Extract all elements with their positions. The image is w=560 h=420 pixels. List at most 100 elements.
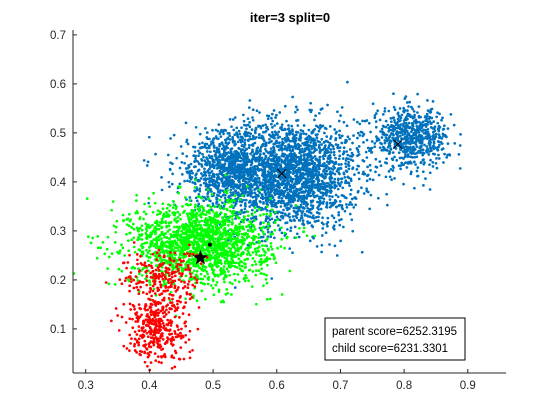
data-point [387,109,391,113]
data-point [322,157,326,161]
data-point [194,240,198,244]
data-point [211,239,215,242]
data-point [185,242,188,245]
data-point [175,220,179,224]
data-point [414,163,417,166]
data-point [275,218,279,222]
data-point [228,134,232,138]
data-point [318,151,322,155]
data-point [266,127,270,131]
data-point [310,131,314,135]
data-point [303,196,307,200]
data-point [405,150,408,154]
data-point [299,154,303,157]
data-point [220,220,223,224]
data-point [302,124,306,127]
data-point [253,130,257,134]
data-point [242,220,246,224]
data-point [255,193,258,197]
data-point [277,130,281,134]
data-point [292,206,296,210]
data-point [315,176,319,180]
data-point [379,130,382,133]
data-point [209,187,212,191]
data-point [288,129,292,133]
data-point [219,225,223,229]
data-point [365,156,369,159]
data-point [303,142,306,146]
data-point [165,207,169,210]
data-point [239,183,242,186]
data-point [153,221,157,225]
data-point [234,189,237,192]
data-point [227,157,230,161]
data-point [425,150,428,153]
data-point [387,130,391,133]
data-point [374,120,378,123]
data-point [347,181,351,185]
data-point [415,135,419,139]
data-point [269,147,273,150]
data-point [257,125,260,128]
data-point [153,201,157,205]
data-point [311,159,314,163]
data-point [270,277,274,280]
data-point [193,214,197,217]
data-point [174,217,178,220]
data-point [446,142,450,145]
data-point [251,155,255,159]
data-point [223,202,227,206]
data-point [284,185,288,189]
data-point [181,205,184,208]
data-point [410,105,413,109]
data-point [185,228,189,231]
data-point [375,135,378,138]
data-point [270,130,274,134]
data-point [352,118,356,121]
data-point [375,139,379,143]
data-point [282,201,286,205]
data-point [371,102,375,106]
data-point [405,166,409,169]
data-point [333,162,336,166]
data-point [230,125,233,129]
data-point [285,148,289,152]
data-point [243,262,246,265]
data-point [205,163,209,167]
data-point [203,275,207,278]
data-point [296,108,299,112]
data-point [443,152,446,156]
data-point [320,143,323,146]
data-point [437,127,441,131]
data-point [269,241,273,245]
data-point [251,263,254,267]
data-point [254,235,258,239]
data-point [320,243,324,247]
data-point [409,172,413,176]
data-point [242,119,246,123]
data-point [288,171,292,174]
data-point [197,202,201,206]
data-point [206,227,210,231]
data-point [238,155,241,159]
data-point [255,269,258,272]
data-point [268,297,272,301]
data-point [203,230,206,234]
data-point [264,176,268,179]
data-point [279,205,283,208]
data-point [337,157,341,161]
data-point [365,138,369,142]
data-point [258,111,261,114]
data-point [250,128,254,131]
data-point [384,175,388,179]
data-point [221,155,224,159]
data-point [391,124,394,128]
data-point [197,149,200,153]
data-point [429,146,433,150]
data-point [214,214,218,218]
data-point [236,253,240,256]
data-point [208,160,212,164]
data-point [207,171,210,175]
data-point [309,176,313,179]
data-point [337,167,341,171]
